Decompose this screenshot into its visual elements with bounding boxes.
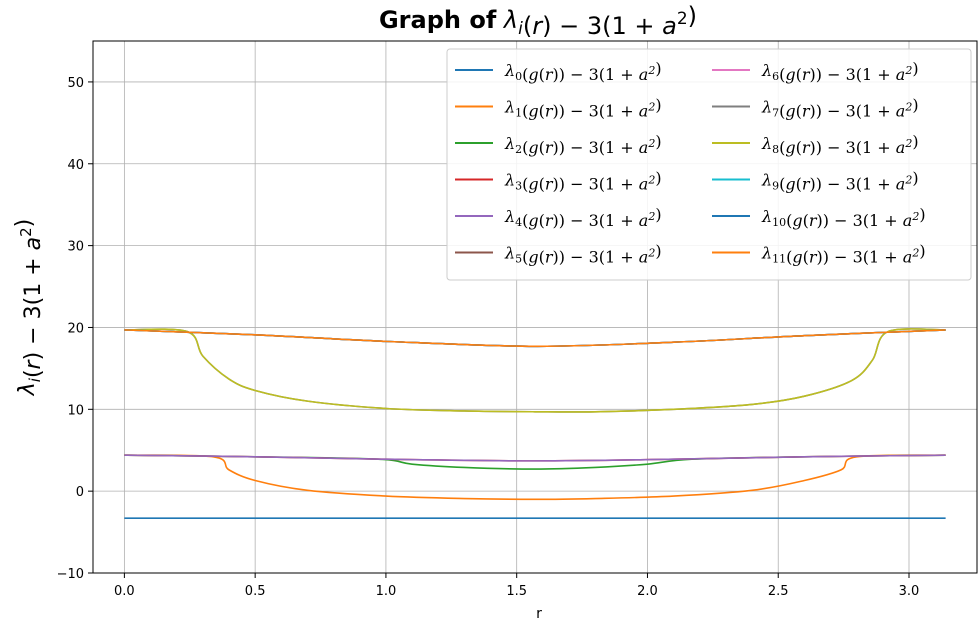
series-line-6 <box>124 329 946 348</box>
chart-title-prefix: Graph of <box>379 6 497 34</box>
legend-label-10: λ10(g(r)) − 3(1 + a2) <box>761 205 926 230</box>
y-tick-label: 50 <box>67 76 84 91</box>
x-tick-label: 2.0 <box>637 584 658 599</box>
series-line-7 <box>124 328 946 413</box>
y-axis-label: λi(r) − 3(1 + a2) <box>12 219 46 396</box>
x-tick-label: 1.0 <box>376 584 397 599</box>
y-tick-label: −10 <box>57 567 84 582</box>
legend-label-4: λ4(g(r)) − 3(1 + a2) <box>504 205 662 230</box>
series-lines <box>124 328 946 519</box>
chart-title: Graph of λi(r) − 3(1 + a2) <box>379 2 697 40</box>
series-line-8 <box>124 328 946 413</box>
y-tick-label: 40 <box>67 158 84 173</box>
legend-label-9: λ9(g(r)) − 3(1 + a2) <box>761 169 919 194</box>
legend-label-6: λ6(g(r)) − 3(1 + a2) <box>761 59 919 84</box>
legend-label-1: λ1(g(r)) − 3(1 + a2) <box>504 96 662 121</box>
series-line-9 <box>124 329 946 348</box>
x-tick-label: 0.5 <box>245 584 266 599</box>
chart-title-math: λi(r) − 3(1 + a2) <box>502 2 697 40</box>
series-line-10 <box>124 329 946 348</box>
series-line-4 <box>124 454 946 462</box>
x-tick-label: 2.5 <box>768 584 789 599</box>
x-axis-label: r <box>536 606 542 622</box>
legend-label-3: λ3(g(r)) − 3(1 + a2) <box>504 169 662 194</box>
legend-label-8: λ8(g(r)) − 3(1 + a2) <box>761 132 919 157</box>
legend-label-11: λ11(g(r)) − 3(1 + a2) <box>761 242 926 267</box>
series-line-5 <box>124 329 946 348</box>
legend-label-2: λ2(g(r)) − 3(1 + a2) <box>504 132 662 157</box>
y-tick-label: 30 <box>67 240 84 255</box>
plot-frame <box>92 40 978 574</box>
legend: λ0(g(r)) − 3(1 + a2) λ1(g(r)) − 3(1 + a2)… <box>446 48 972 281</box>
axes: 0.0 0.5 1.0 1.5 2.0 2.5 3.0 −10 0 10 20 30 40 50 <box>57 40 978 599</box>
legend-box <box>446 48 972 281</box>
series-line-11 <box>124 329 946 348</box>
y-tick-label: 10 <box>67 403 84 418</box>
x-tick-label: 0.0 <box>114 584 135 599</box>
y-tick-label: 20 <box>67 321 84 336</box>
series-line-1 <box>124 454 946 501</box>
x-tick-label: 1.5 <box>506 584 527 599</box>
legend-label-0: λ0(g(r)) − 3(1 + a2) <box>504 59 662 84</box>
x-tick-label: 3.0 <box>899 584 920 599</box>
y-tick-label: 0 <box>76 485 84 500</box>
legend-label-7: λ7(g(r)) − 3(1 + a2) <box>761 96 919 121</box>
legend-label-5: λ5(g(r)) − 3(1 + a2) <box>504 242 662 267</box>
